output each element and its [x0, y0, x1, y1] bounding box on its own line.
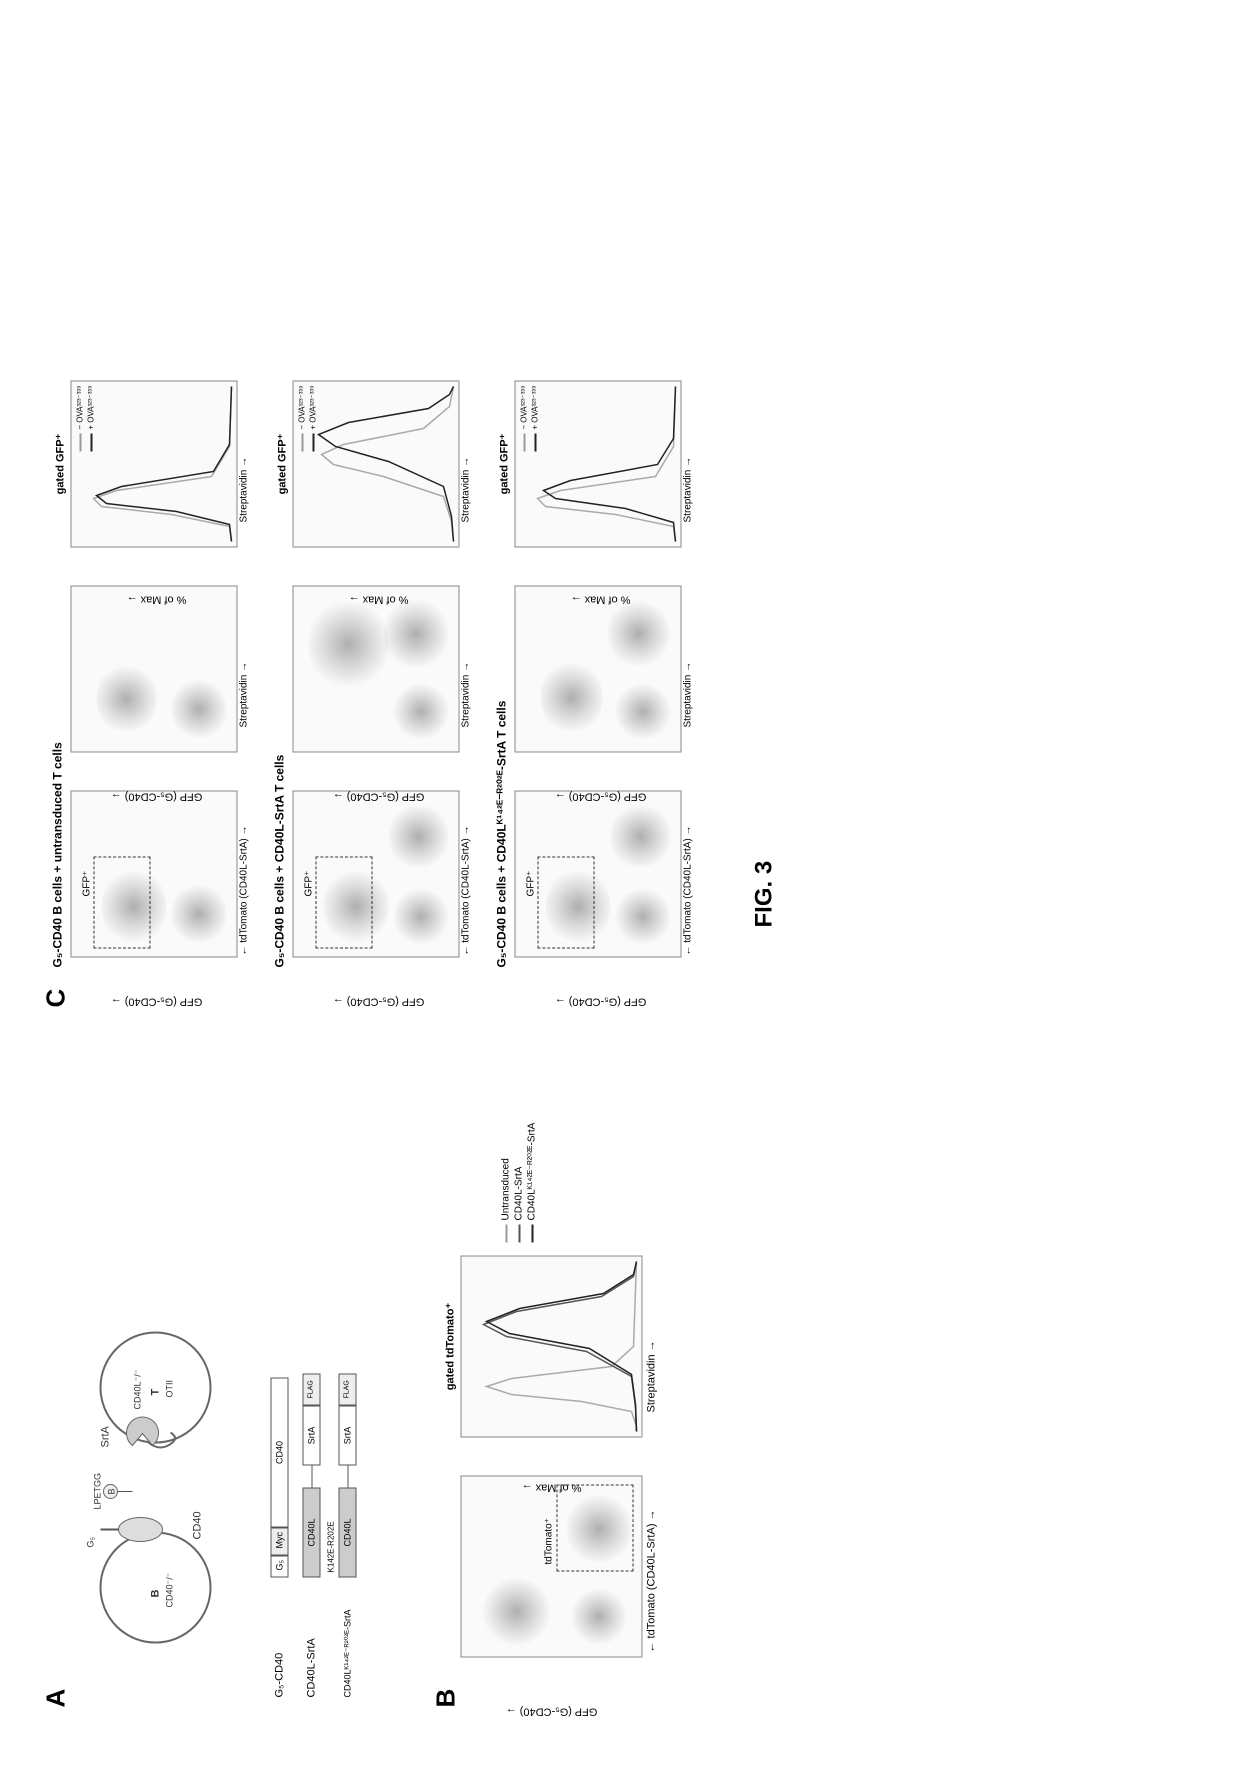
axis-y: GFP (G₅-CD40) →: [333, 996, 425, 1008]
legend-item: Untransduced: [501, 1123, 512, 1243]
construct-row: CD40Lᴷ¹⁴²ᴱ⁻ᴿ²⁰²ᴱ-SrtA CD40L SrtA FLAG K1…: [339, 1298, 357, 1698]
legend-item: CD40Lᴷ¹⁴²ᴱ⁻ᴿ²⁰²ᴱ-SrtA: [527, 1123, 538, 1243]
construct-block: CD40: [271, 1378, 289, 1528]
panel-c-scatter1: GFP⁺: [71, 791, 238, 958]
legend-item: − OVA³²³⁻³³⁹: [298, 386, 307, 452]
panel-b-histogram: gated tdTomato⁺: [461, 1256, 643, 1438]
panel-c-scatter1: GFP⁺: [515, 791, 682, 958]
construct-block: CD40L: [339, 1488, 357, 1578]
construct-name: G₅-CD40: [274, 1578, 286, 1698]
axis-y: GFP (G₅-CD40) →: [111, 996, 203, 1008]
axis-y: GFP (G₅-CD40) →: [555, 996, 647, 1008]
construct-table: G₅-CD40 G₅ Myc CD40 CD40L-SrtA CD40L Srt…: [271, 1298, 365, 1698]
legend-item: − OVA³²³⁻³³⁹: [76, 386, 85, 452]
construct-row: CD40L-SrtA CD40L SrtA FLAG: [303, 1298, 321, 1698]
axis-y: % of Max →: [127, 594, 187, 606]
construct-block: FLAG: [339, 1374, 357, 1406]
cd40-label: CD40: [192, 1511, 204, 1539]
panel-c-scatter1: GFP⁺: [293, 791, 460, 958]
biotin-symbol: B: [107, 1488, 117, 1494]
legend-item: + OVA³²³⁻³³⁹: [87, 386, 96, 452]
legend-item: + OVA³²³⁻³³⁹: [309, 386, 318, 452]
plot-title: gated tdTomato⁺: [444, 1257, 457, 1437]
panel-c-histogram: gated GFP⁺ − OVA³²³⁻³³⁹ + OVA³²³⁻³³⁹: [71, 381, 238, 548]
construct-annotation: K142E-R202E: [327, 1521, 336, 1572]
panel-c-row-title: G₅-CD40 B cells + CD40Lᴷ¹⁴²ᴱ⁻ᴿ²⁰²ᴱ-SrtA …: [495, 701, 509, 968]
axis-y: GFP (G₅-CD40) →: [333, 791, 425, 803]
panel-c-scatter2: [293, 586, 460, 753]
panel-c-row-title: G₅-CD40 B cells + untransduced T cells: [51, 742, 65, 967]
axis-x: Streptavidin →: [461, 457, 472, 523]
construct-block: G₅: [271, 1556, 289, 1578]
srta-label: SrtA: [100, 1425, 112, 1447]
panel-b-label: B: [431, 1689, 462, 1708]
gate-label: tdTomato⁺: [544, 1518, 555, 1564]
panel-c-label: C: [41, 989, 72, 1008]
panel-c-histogram: gated GFP⁺ − OVA³²³⁻³³⁹ + OVA³²³⁻³³⁹: [293, 381, 460, 548]
legend-item: − OVA³²³⁻³³⁹: [520, 386, 529, 452]
b-cell-label: B: [150, 1590, 162, 1598]
construct-block: Myc: [271, 1528, 289, 1556]
axis-x: Streptavidin →: [683, 457, 694, 523]
legend-item: + OVA³²³⁻³³⁹: [531, 386, 540, 452]
panel-b-legend: Untransduced CD40L-SrtA CD40Lᴷ¹⁴²ᴱ⁻ᴿ²⁰²ᴱ…: [501, 1123, 540, 1243]
axis-y: % of Max →: [522, 1482, 582, 1494]
panel-b-scatter: tdTomato⁺: [461, 1476, 643, 1658]
figure-caption: FIG. 3: [751, 861, 779, 928]
plot-title: gated GFP⁺: [276, 382, 289, 547]
panel-c-scatter2: [71, 586, 238, 753]
panel-c-histogram: gated GFP⁺ − OVA³²³⁻³³⁹ + OVA³²³⁻³³⁹: [515, 381, 682, 548]
figure-wrapper: A B CD40⁻/⁻ T CD40L⁻/⁻ OTII G₅ CD40 SrtA…: [41, 33, 1201, 1728]
legend-item: CD40L-SrtA: [514, 1123, 525, 1243]
axis-x: Streptavidin →: [239, 457, 250, 523]
b-cell-sub: CD40⁻/⁻: [165, 1572, 175, 1607]
panel-c-scatter2: [515, 586, 682, 753]
schematic-diagram: B CD40⁻/⁻ T CD40L⁻/⁻ OTII G₅ CD40 SrtA B…: [61, 1288, 241, 1668]
t-cell-label: T: [150, 1389, 162, 1396]
construct-block: CD40L: [303, 1488, 321, 1578]
axis-y: % of Max →: [571, 594, 631, 606]
axis-y: GFP (G₅-CD40) →: [506, 1706, 598, 1718]
g5-label: G₅: [86, 1536, 96, 1547]
axis-x: ← tdTomato (CD40L-SrtA) →: [646, 1509, 658, 1652]
axis-x: Streptavidin →: [461, 662, 472, 728]
panel-a-label: A: [41, 1689, 72, 1708]
axis-x: ← tdTomato (CD40L-SrtA) →: [683, 825, 694, 955]
axis-x: Streptavidin →: [646, 1340, 658, 1412]
axis-y: GFP (G₅-CD40) →: [111, 791, 203, 803]
construct-row: G₅-CD40 G₅ Myc CD40: [271, 1298, 289, 1698]
construct-block: SrtA: [339, 1406, 357, 1466]
panel-c-row-title: G₅-CD40 B cells + CD40L-SrtA T cells: [273, 755, 287, 968]
axis-y: % of Max →: [349, 594, 409, 606]
construct-name: CD40Lᴷ¹⁴²ᴱ⁻ᴿ²⁰²ᴱ-SrtA: [342, 1578, 353, 1698]
construct-block: SrtA: [303, 1406, 321, 1466]
axis-x: ← tdTomato (CD40L-SrtA) →: [461, 825, 472, 955]
t-cell-sub-top: CD40L⁻/⁻: [133, 1369, 143, 1409]
axis-x: Streptavidin →: [683, 662, 694, 728]
gate-label: GFP⁺: [304, 871, 315, 897]
gate-label: GFP⁺: [82, 871, 93, 897]
axis-x: Streptavidin →: [239, 662, 250, 728]
construct-block: FLAG: [303, 1374, 321, 1406]
axis-y: GFP (G₅-CD40) →: [555, 791, 647, 803]
gate-label: GFP⁺: [526, 871, 537, 897]
t-cell-sub-bottom: OTII: [165, 1380, 175, 1398]
construct-name: CD40L-SrtA: [306, 1578, 318, 1698]
axis-x: ← tdTomato (CD40L-SrtA) →: [239, 825, 250, 955]
plot-title: gated GFP⁺: [498, 382, 511, 547]
lpetgg-label: LPETGG: [93, 1473, 103, 1510]
plot-title: gated GFP⁺: [54, 382, 67, 547]
